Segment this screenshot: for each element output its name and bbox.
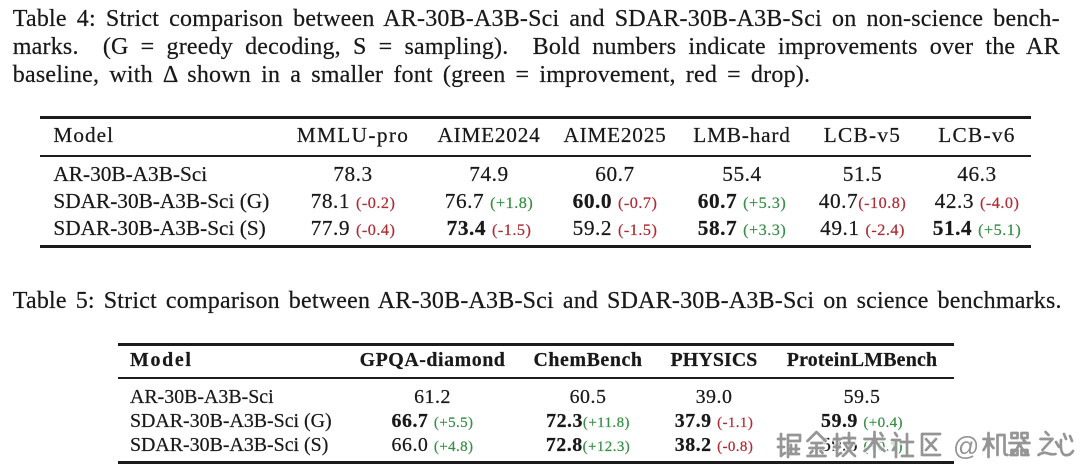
svg-text:@: @ [953,431,979,461]
